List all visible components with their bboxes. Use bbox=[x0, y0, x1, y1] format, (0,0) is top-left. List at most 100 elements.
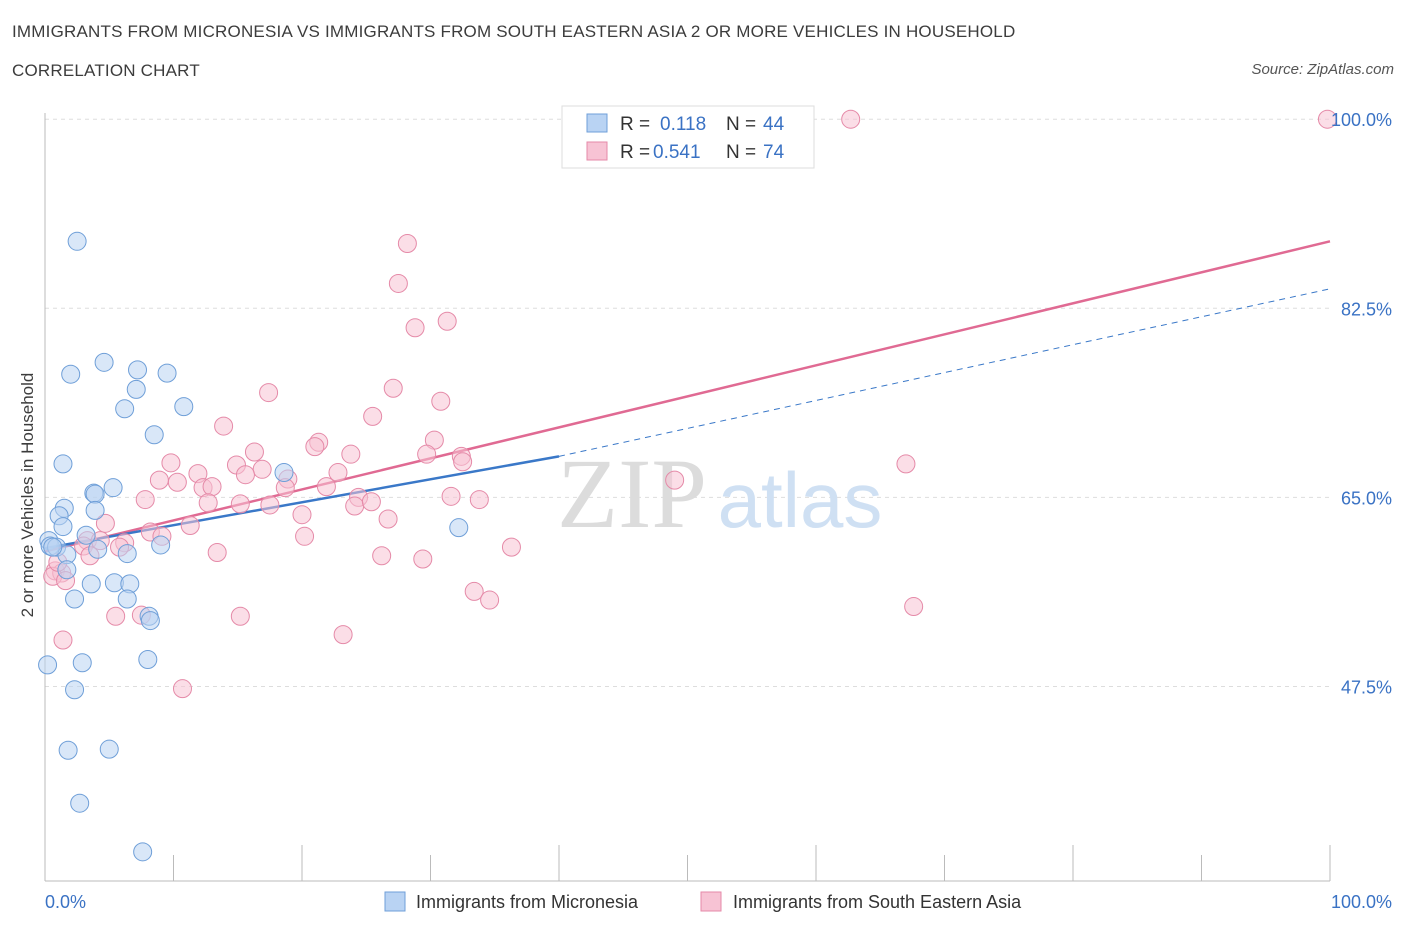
point-south-eastern-asia-15 bbox=[341, 444, 361, 464]
point-south-eastern-asia-34 bbox=[135, 490, 155, 510]
point-micronesia-40 bbox=[70, 793, 90, 813]
point-south-eastern-asia-21 bbox=[252, 459, 272, 479]
watermark-zip: ZIP bbox=[557, 438, 707, 549]
point-micronesia-31 bbox=[117, 589, 137, 609]
point-micronesia-18 bbox=[85, 500, 105, 520]
point-micronesia-30 bbox=[65, 589, 85, 609]
point-south-eastern-asia-54 bbox=[207, 543, 227, 563]
legend-r-label-micronesia: R = bbox=[620, 114, 650, 135]
legend-r-label-sea: R = bbox=[620, 142, 650, 163]
point-south-eastern-asia-55 bbox=[372, 546, 392, 566]
point-micronesia-33 bbox=[140, 611, 160, 631]
point-south-eastern-asia-68 bbox=[53, 630, 73, 650]
point-micronesia-39 bbox=[99, 739, 119, 759]
chart-title: IMMIGRANTS FROM MICRONESIA VS IMMIGRANTS… bbox=[12, 22, 1016, 41]
point-south-eastern-asia-36 bbox=[230, 494, 250, 514]
point-south-eastern-asia-0 bbox=[841, 109, 861, 129]
watermark: ZIP atlas bbox=[557, 438, 882, 549]
legend-n-label-micronesia: N = bbox=[726, 114, 756, 135]
point-south-eastern-asia-29 bbox=[202, 477, 222, 497]
legend-n-value-micronesia: 44 bbox=[763, 114, 785, 135]
point-south-eastern-asia-7 bbox=[259, 383, 279, 403]
series-legend-label-micronesia: Immigrants from Micronesia bbox=[416, 892, 639, 912]
data-points bbox=[38, 109, 1337, 862]
point-south-eastern-asia-19 bbox=[161, 453, 181, 473]
point-micronesia-8 bbox=[126, 379, 146, 399]
point-micronesia-25 bbox=[151, 535, 171, 555]
legend-swatch-micronesia bbox=[586, 113, 608, 133]
point-micronesia-21 bbox=[76, 525, 96, 545]
point-south-eastern-asia-32 bbox=[441, 486, 461, 506]
point-micronesia-12 bbox=[274, 463, 294, 483]
point-south-eastern-asia-27 bbox=[149, 470, 169, 490]
point-south-eastern-asia-47 bbox=[295, 526, 315, 546]
point-micronesia-24 bbox=[117, 544, 137, 564]
point-micronesia-38 bbox=[58, 740, 78, 760]
series-legend-swatch-micronesia bbox=[384, 891, 406, 912]
point-south-eastern-asia-44 bbox=[180, 515, 200, 535]
trend-line-south-eastern-asia bbox=[44, 240, 1331, 553]
x-tick-label-1: 100.0% bbox=[1331, 892, 1392, 912]
point-micronesia-37 bbox=[65, 680, 85, 700]
point-micronesia-6 bbox=[128, 360, 148, 380]
point-micronesia-35 bbox=[72, 653, 92, 673]
point-south-eastern-asia-6 bbox=[383, 378, 403, 398]
point-micronesia-26 bbox=[57, 560, 77, 580]
point-micronesia-42 bbox=[449, 518, 469, 538]
chart-source: Source: ZipAtlas.com bbox=[1251, 61, 1394, 78]
y-tick-label-3: 100.0% bbox=[1331, 110, 1392, 130]
point-south-eastern-asia-35 bbox=[198, 493, 218, 513]
point-south-eastern-asia-67 bbox=[333, 625, 353, 645]
point-south-eastern-asia-37 bbox=[260, 495, 280, 515]
point-south-eastern-asia-25 bbox=[328, 463, 348, 483]
point-south-eastern-asia-4 bbox=[437, 311, 457, 331]
point-south-eastern-asia-62 bbox=[464, 581, 484, 601]
point-south-eastern-asia-40 bbox=[469, 490, 489, 510]
point-micronesia-9 bbox=[115, 399, 135, 419]
series-legend: Immigrants from Micronesia Immigrants fr… bbox=[384, 891, 1022, 912]
point-south-eastern-asia-69 bbox=[172, 679, 192, 699]
legend-swatch-sea bbox=[586, 141, 608, 161]
point-south-eastern-asia-8 bbox=[431, 391, 451, 411]
point-south-eastern-asia-53 bbox=[501, 537, 521, 557]
point-micronesia-11 bbox=[144, 425, 164, 445]
point-south-eastern-asia-23 bbox=[235, 465, 255, 485]
point-south-eastern-asia-14 bbox=[244, 442, 264, 462]
point-south-eastern-asia-41 bbox=[292, 505, 312, 525]
point-micronesia-10 bbox=[174, 397, 194, 417]
point-micronesia-17 bbox=[103, 478, 123, 498]
point-south-eastern-asia-31 bbox=[316, 477, 336, 497]
point-south-eastern-asia-42 bbox=[378, 509, 398, 529]
point-micronesia-5 bbox=[94, 352, 114, 372]
point-micronesia-3 bbox=[53, 454, 73, 474]
point-south-eastern-asia-64 bbox=[106, 606, 126, 626]
y-tick-label-2: 82.5% bbox=[1341, 299, 1392, 319]
point-micronesia-34 bbox=[38, 655, 58, 675]
legend-r-value-micronesia: 0.118 bbox=[660, 114, 706, 135]
point-micronesia-41 bbox=[133, 842, 153, 862]
legend-n-label-sea: N = bbox=[726, 142, 756, 163]
point-micronesia-22 bbox=[88, 539, 108, 559]
point-south-eastern-asia-66 bbox=[230, 606, 250, 626]
point-south-eastern-asia-72 bbox=[904, 597, 924, 617]
point-south-eastern-asia-3 bbox=[388, 273, 408, 293]
point-south-eastern-asia-63 bbox=[480, 590, 500, 610]
point-south-eastern-asia-38 bbox=[345, 496, 365, 516]
axes bbox=[44, 113, 1331, 882]
legend-r-value-sea: 0.541 bbox=[653, 142, 701, 163]
point-south-eastern-asia-9 bbox=[363, 406, 383, 426]
series-legend-swatch-sea bbox=[700, 891, 722, 912]
point-south-eastern-asia-56 bbox=[413, 549, 433, 569]
point-micronesia-19 bbox=[53, 517, 73, 537]
point-south-eastern-asia-39 bbox=[361, 492, 381, 512]
chart-subtitle: CORRELATION CHART bbox=[12, 61, 200, 80]
point-micronesia-43 bbox=[43, 537, 63, 557]
stats-legend: R = 0.118 N = 44 R = 0.541 N = 74 bbox=[561, 105, 815, 169]
trend-line-micronesia bbox=[44, 455, 560, 550]
point-south-eastern-asia-1 bbox=[1317, 109, 1337, 129]
y-tick-label-1: 65.0% bbox=[1341, 488, 1392, 508]
point-micronesia-4 bbox=[61, 364, 81, 384]
point-micronesia-7 bbox=[157, 363, 177, 383]
point-south-eastern-asia-5 bbox=[405, 318, 425, 338]
